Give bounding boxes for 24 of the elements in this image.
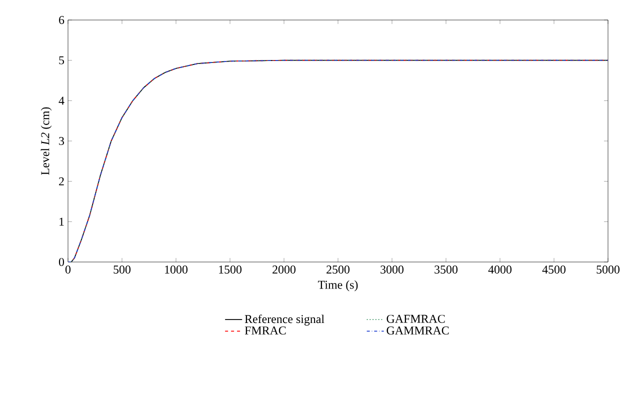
x-tick-label: 2500	[326, 266, 350, 274]
x-tick-label: 0	[65, 266, 71, 274]
x-tick-label: 5000	[596, 266, 620, 274]
y-tick-label: 2	[59, 177, 64, 186]
x-tick-label: 3000	[380, 266, 404, 274]
legend-label: GAMMRAC	[386, 326, 449, 335]
y-tick-label: 5	[59, 56, 64, 64]
x-tick-label: 2000	[272, 266, 296, 274]
y-tick-label: 1	[60, 218, 64, 226]
x-tick-label: 1000	[165, 266, 188, 274]
legend-label: GAFMRAC	[386, 314, 445, 323]
x-axis-title: Time (s)	[318, 280, 358, 292]
legend-label: FMRAC	[244, 326, 286, 335]
y-tick-label: 6	[59, 16, 64, 24]
x-tick-label: 4000	[488, 266, 512, 274]
x-tick-label: 3500	[434, 266, 458, 274]
x-tick-label: 500	[114, 266, 131, 274]
x-tick-label: 1500	[219, 266, 242, 274]
y-tick-label: 4	[58, 96, 64, 105]
y-axis-title: Level L2 (cm)	[40, 107, 52, 175]
y-tick-label: 3	[59, 136, 64, 146]
y-tick-label: 0	[58, 258, 64, 266]
x-tick-label: 4500	[542, 266, 566, 274]
legend-label: Reference signal	[244, 314, 324, 326]
